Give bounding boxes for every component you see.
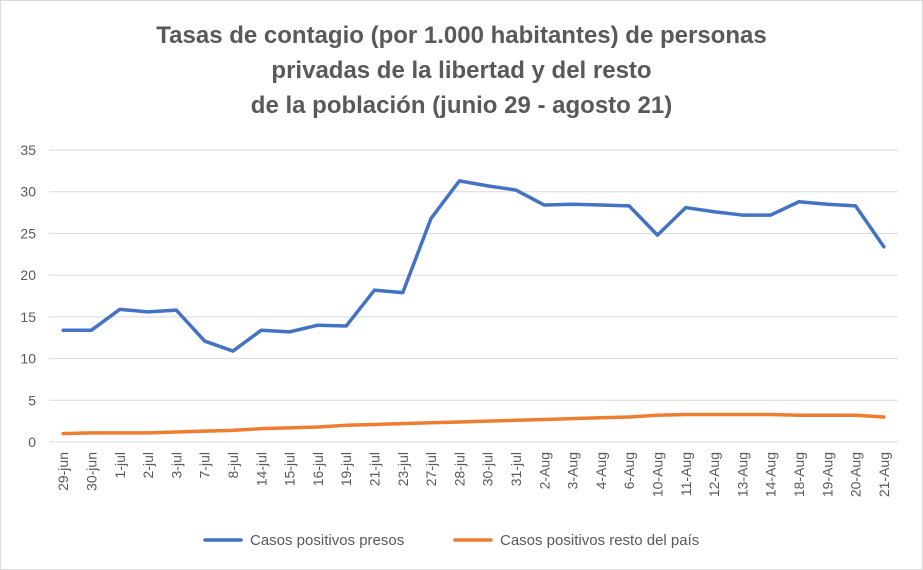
x-tick-label: 27-jul — [423, 452, 439, 486]
x-tick-label: 11-Aug — [678, 452, 694, 496]
chart-title: Tasas de contagio (por 1.000 habitantes)… — [0, 18, 923, 123]
legend-label-1: Casos positivos presos — [250, 532, 404, 549]
x-tick-label: 13-Aug — [734, 452, 750, 497]
x-tick-label: 30-jul — [480, 452, 496, 486]
chart-title-line-1: Tasas de contagio (por 1.000 habitantes)… — [156, 22, 767, 49]
y-tick-label: 0 — [28, 434, 36, 450]
y-tick-label: 30 — [20, 184, 36, 200]
series-line-2 — [61, 412, 886, 436]
x-tick-label: 2-jul — [140, 452, 156, 478]
x-tick-label: 31-jul — [508, 452, 524, 486]
y-tick-label: 10 — [20, 351, 36, 367]
x-tick-label: 19-jul — [338, 452, 354, 486]
series-lines — [61, 179, 886, 436]
x-tick-label: 7-jul — [197, 452, 213, 478]
x-axis-tick-labels: 29-jun 30-jun 1-jul 2-jul 3-jul 7-jul 8-jul 14-… — [55, 452, 892, 497]
x-tick-label: 16-jul — [310, 452, 326, 486]
x-tick-label: 3-jul — [168, 452, 184, 478]
x-tick-label: 10-Aug — [649, 452, 665, 497]
x-tick-label: 19-Aug — [819, 452, 835, 497]
x-tick-label: 8-jul — [225, 452, 241, 478]
series-line-1 — [61, 179, 886, 353]
legend-label-2: Casos positivos resto del país — [500, 532, 699, 549]
y-tick-label: 25 — [20, 225, 36, 241]
x-tick-label: 2-Aug — [536, 452, 552, 489]
x-tick-label: 23-jul — [395, 452, 411, 486]
x-tick-label: 4-Aug — [593, 452, 609, 489]
chart-title-line-2: privadas de la libertad y del resto — [271, 57, 652, 84]
x-tick-label: 1-jul — [112, 452, 128, 478]
y-axis-tick-labels: 0 5 10 15 20 25 30 35 — [20, 142, 36, 450]
x-tick-label: 14-Aug — [763, 452, 779, 497]
y-tick-label: 35 — [20, 142, 36, 158]
x-tick-label: 29-jun — [55, 452, 71, 491]
x-tick-label: 15-jul — [282, 452, 298, 486]
chart-title-line-3: de la población (junio 29 - agosto 21) — [250, 92, 673, 119]
grid-lines — [49, 149, 898, 443]
x-tick-label: 12-Aug — [706, 452, 722, 497]
x-tick-label: 28-jul — [451, 452, 467, 486]
x-tick-label: 18-Aug — [791, 452, 807, 497]
x-tick-label: 21-Aug — [876, 452, 892, 497]
x-tick-label: 20-Aug — [848, 452, 864, 497]
legend: Casos positivos presos Casos positivos re… — [203, 532, 699, 549]
x-tick-label: 6-Aug — [621, 452, 637, 489]
y-tick-label: 20 — [20, 267, 36, 283]
x-tick-label: 3-Aug — [565, 452, 581, 489]
x-tick-label: 30-jun — [83, 452, 99, 491]
y-tick-label: 15 — [20, 309, 36, 325]
x-tick-label: 21-jul — [366, 452, 382, 486]
y-tick-label: 5 — [28, 392, 36, 408]
x-tick-label: 14-jul — [253, 452, 269, 486]
